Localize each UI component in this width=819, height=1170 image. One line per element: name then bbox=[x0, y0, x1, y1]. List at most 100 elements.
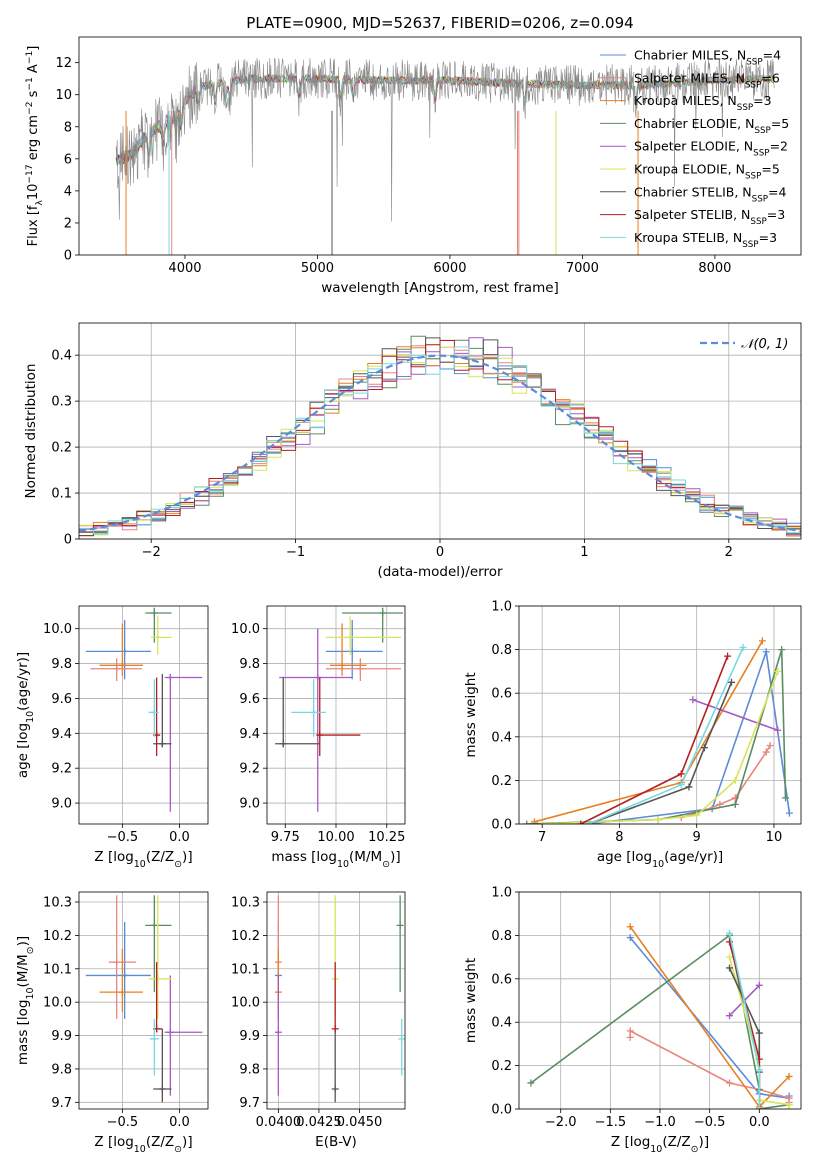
x-tick-label: 7 bbox=[538, 830, 546, 845]
x-tick-label: 5000 bbox=[301, 261, 334, 276]
y-tick-label: 9.9 bbox=[239, 1029, 260, 1044]
axes-frame bbox=[78, 36, 802, 256]
point-marker bbox=[113, 665, 121, 673]
x-tick-label: 9 bbox=[693, 830, 701, 845]
grid-lines bbox=[519, 605, 801, 825]
data-point-6 bbox=[331, 1028, 339, 1103]
y-tick-label: 9.4 bbox=[239, 727, 260, 742]
y-tick-label: 1.0 bbox=[491, 886, 512, 901]
point-marker bbox=[331, 1025, 339, 1033]
series-6 bbox=[585, 678, 735, 824]
y-axis-label: Normed distribution bbox=[23, 364, 39, 499]
data-point-4 bbox=[279, 628, 353, 812]
point-marker bbox=[118, 988, 126, 996]
data-point-5 bbox=[148, 895, 172, 1019]
y-tick-label: 0.8 bbox=[491, 643, 512, 658]
axes-frame bbox=[78, 605, 209, 825]
y-tick-label: 9.8 bbox=[239, 657, 260, 672]
legend-label-4: Salpeter ELODIE, NSSP=2 bbox=[634, 139, 788, 159]
y-tick-label: 9.7 bbox=[51, 1096, 72, 1111]
legend-label-7: Salpeter STELIB, NSSP=3 bbox=[634, 207, 785, 227]
plot-area bbox=[274, 895, 405, 1103]
point-marker bbox=[538, 820, 546, 824]
data-point-1 bbox=[90, 658, 142, 681]
point-marker bbox=[731, 776, 739, 784]
point-marker bbox=[762, 648, 770, 656]
histogram-series-7 bbox=[79, 340, 801, 533]
x-tick-label: 0.0 bbox=[169, 830, 190, 845]
plot-area bbox=[527, 923, 793, 1109]
point-marker bbox=[726, 1012, 734, 1020]
spectrum-line-6 bbox=[115, 57, 775, 222]
data-point-7 bbox=[331, 962, 339, 1033]
point-marker bbox=[626, 923, 634, 931]
y-tick-label: 10.3 bbox=[43, 896, 72, 911]
data-point-2 bbox=[99, 623, 143, 676]
data-point-6 bbox=[153, 1028, 172, 1103]
data-point-4 bbox=[274, 975, 282, 1096]
y-tick-label: 0.6 bbox=[491, 972, 512, 987]
series-4 bbox=[689, 696, 782, 734]
point-marker bbox=[758, 637, 766, 645]
x-axis-label: age [log10(age/yr)] bbox=[597, 849, 723, 870]
point-marker bbox=[677, 770, 685, 778]
series-line bbox=[588, 651, 791, 824]
age-vs-mass-panel: 9.75 10.00 10.25 9.0 9.2 9.4 9.6 9.8 10.0 mass [l… bbox=[231, 605, 406, 870]
data-point-4 bbox=[164, 674, 203, 812]
legend-label-2: Kroupa MILES, NSSP=3 bbox=[634, 93, 772, 113]
point-marker bbox=[356, 665, 364, 673]
y-tick-label: 9.8 bbox=[239, 1062, 260, 1077]
point-marker bbox=[331, 1085, 339, 1093]
plot-area bbox=[115, 57, 775, 255]
point-marker bbox=[755, 1029, 763, 1037]
x-tick-label: 0.0425 bbox=[296, 1115, 342, 1130]
x-tick-label: 6000 bbox=[433, 261, 466, 276]
point-marker bbox=[724, 652, 732, 660]
x-tick-label: −0.5 bbox=[694, 1115, 726, 1130]
point-marker bbox=[755, 981, 763, 989]
point-marker bbox=[396, 921, 404, 929]
point-marker bbox=[700, 744, 708, 752]
point-marker bbox=[785, 809, 793, 817]
x-tick-label: 10.25 bbox=[368, 830, 405, 845]
point-marker bbox=[310, 708, 318, 716]
y-tick-label: 9.4 bbox=[51, 727, 72, 742]
point-marker bbox=[166, 674, 174, 682]
y-tick-label: 10.0 bbox=[231, 996, 260, 1011]
y-tick-label: 6 bbox=[64, 152, 72, 167]
y-tick-label: 4 bbox=[64, 184, 72, 199]
axes: 9.75 10.00 10.25 9.0 9.2 9.4 9.6 9.8 10.0 mass [l… bbox=[231, 605, 406, 870]
point-marker bbox=[398, 1035, 405, 1043]
point-marker bbox=[166, 1028, 174, 1036]
point-marker bbox=[338, 661, 346, 669]
y-tick-label: 0.2 bbox=[491, 1059, 512, 1074]
point-marker bbox=[626, 934, 634, 942]
data-point-5 bbox=[325, 616, 401, 655]
x-axis-label: (data-model)/error bbox=[377, 564, 503, 580]
point-marker bbox=[677, 781, 685, 789]
point-marker bbox=[577, 820, 585, 824]
point-marker bbox=[150, 1035, 158, 1043]
data-point-8 bbox=[149, 1018, 159, 1076]
data-point-3 bbox=[396, 895, 404, 993]
point-marker bbox=[726, 1079, 734, 1087]
x-tick-label: 10 bbox=[766, 830, 783, 845]
point-marker bbox=[626, 1033, 634, 1041]
data-point-2 bbox=[329, 623, 367, 676]
y-tick-label: 9.7 bbox=[239, 1096, 260, 1111]
y-axis-label: mass weight bbox=[463, 958, 479, 1043]
series-8 bbox=[726, 929, 763, 1109]
point-marker bbox=[731, 800, 739, 808]
y-tick-label: 10 bbox=[55, 88, 72, 103]
data-point-1 bbox=[325, 658, 401, 681]
legend-label-6: Chabrier STELIB, NSSP=4 bbox=[634, 184, 787, 204]
axes: −0.5 0.0 9.0 9.2 9.4 9.6 9.8 10.0 Z [log10(Z/Z⊙)… bbox=[15, 605, 209, 870]
axes-frame bbox=[518, 605, 802, 825]
y-axis-label: mass weight bbox=[463, 672, 479, 757]
series-line bbox=[534, 640, 764, 823]
x-tick-label: 9.75 bbox=[271, 830, 300, 845]
data-point-5 bbox=[150, 616, 172, 655]
x-axis-label: Z [log10(Z/Z⊙)] bbox=[94, 849, 192, 870]
